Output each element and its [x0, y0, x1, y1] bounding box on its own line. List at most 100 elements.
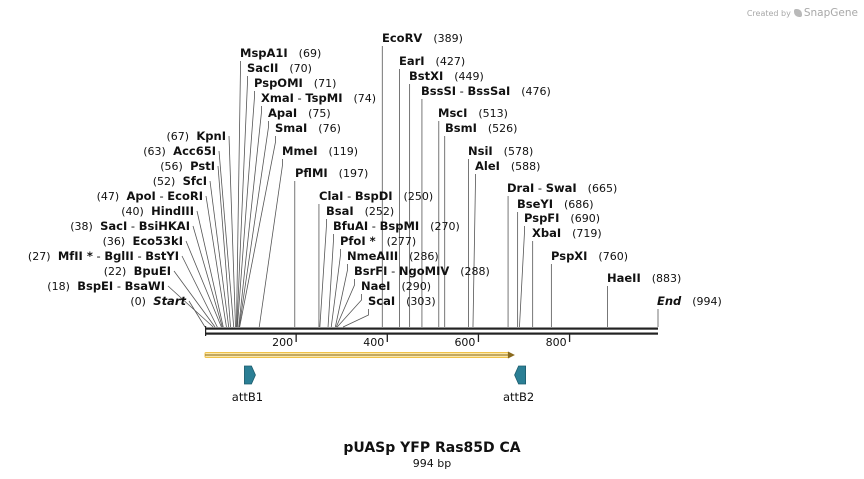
- site-position: (119): [328, 145, 358, 158]
- site-position: (578): [504, 145, 534, 158]
- enzyme-name: XmaI: [261, 91, 294, 105]
- site-position: (288): [460, 265, 490, 278]
- map-title: pUASp YFP Ras85D CA: [343, 440, 521, 456]
- site-label[interactable]: (47) ApoI - EcoRI: [97, 189, 203, 203]
- site-label[interactable]: NaeI (290): [361, 279, 431, 293]
- site-leader-line: [472, 174, 476, 328]
- site-label[interactable]: ClaI - BspDI (250): [319, 189, 433, 203]
- site-position: (994): [692, 295, 722, 308]
- site-position: (76): [318, 122, 341, 135]
- site-label[interactable]: (40) HindIII: [121, 204, 194, 218]
- site-position: (286): [409, 250, 439, 263]
- enzyme-name: KpnI: [196, 129, 226, 143]
- site-leader-line: [238, 106, 262, 328]
- site-label[interactable]: MspA1I (69): [240, 46, 321, 60]
- site-label[interactable]: XmaI - TspMI (74): [261, 91, 376, 105]
- site-label[interactable]: DraI - SwaI (665): [507, 181, 617, 195]
- site-position: (18): [47, 280, 70, 293]
- site-gap: [175, 174, 182, 188]
- site-gap: [390, 279, 401, 293]
- feature-track[interactable]: attB1 attB2: [232, 365, 534, 404]
- site-label[interactable]: (22) BpuEI: [104, 264, 171, 278]
- site-label[interactable]: BsaI (252): [326, 204, 394, 218]
- site-label[interactable]: SmaI (76): [275, 121, 341, 135]
- site-label[interactable]: PspOMI (71): [254, 76, 336, 90]
- site-label[interactable]: (38) SacI - BsiHKAI: [70, 219, 190, 233]
- site-gap: [449, 264, 460, 278]
- site-label[interactable]: (63) Acc65I: [143, 144, 216, 158]
- site-label[interactable]: EcoRV (389): [382, 31, 463, 45]
- site-label[interactable]: (67) KpnI: [166, 129, 226, 143]
- site-position: (449): [454, 70, 484, 83]
- site-label[interactable]: (56) PstI: [160, 159, 215, 173]
- site-name-separator: -: [534, 181, 545, 195]
- site-name-separator: -: [294, 91, 305, 105]
- site-gap: [189, 129, 196, 143]
- site-label[interactable]: BssSI - BssSaI (476): [421, 84, 551, 98]
- site-label[interactable]: XbaI (719): [532, 226, 602, 240]
- site-label[interactable]: MscI (513): [438, 106, 508, 120]
- enzyme-name: BsrFI: [354, 264, 387, 278]
- feature-arrow-icon[interactable]: [244, 365, 256, 385]
- enzyme-name: Start: [153, 294, 186, 308]
- site-position: (303): [406, 295, 436, 308]
- site-label[interactable]: (18) BspEI - BsaWI: [47, 279, 165, 293]
- site-label[interactable]: ApaI (75): [268, 106, 331, 120]
- site-label[interactable]: End (994): [657, 294, 722, 308]
- site-label[interactable]: PspXI (760): [551, 249, 628, 263]
- site-position: (686): [564, 198, 594, 211]
- site-label[interactable]: BsmI (526): [445, 121, 517, 135]
- site-gap: [354, 204, 365, 218]
- orf-track[interactable]: [204, 351, 515, 359]
- site-label[interactable]: BstXI (449): [409, 69, 484, 83]
- enzyme-name: EcoRV: [382, 31, 422, 45]
- site-label[interactable]: EarI (427): [399, 54, 465, 68]
- site-label[interactable]: SacII (70): [247, 61, 312, 75]
- site-position: (665): [588, 182, 618, 195]
- site-leader-line: [196, 210, 224, 328]
- site-label[interactable]: BfuAI - BspMI (270): [333, 219, 460, 233]
- site-label[interactable]: MmeI (119): [282, 144, 358, 158]
- site-gap: [477, 121, 488, 135]
- site-label[interactable]: PfoI * (277): [340, 234, 416, 248]
- enzyme-name: EarI: [399, 54, 425, 68]
- site-label[interactable]: ScaI (303): [368, 294, 436, 308]
- site-name-separator: -: [134, 249, 145, 263]
- site-position: (427): [436, 55, 466, 68]
- site-leader-line: [236, 91, 255, 328]
- site-gap: [318, 144, 329, 158]
- enzyme-name: BssSI: [421, 84, 456, 98]
- site-leader-line: [228, 135, 236, 328]
- enzyme-name: SwaI: [546, 181, 577, 195]
- site-name-separator: -: [127, 219, 138, 233]
- enzyme-name: PflMI: [295, 166, 328, 180]
- site-label[interactable]: NmeAIII (286): [347, 249, 439, 263]
- site-gap: [510, 84, 521, 98]
- site-name-separator: -: [156, 189, 167, 203]
- site-label[interactable]: PflMI (197): [295, 166, 368, 180]
- site-leader-line: [181, 255, 218, 328]
- enzyme-name: BspEI: [77, 279, 113, 293]
- site-name-separator: -: [456, 84, 467, 98]
- site-label[interactable]: (0) Start: [130, 294, 186, 308]
- site-gap: [183, 159, 190, 173]
- site-label[interactable]: HaeII (883): [607, 271, 681, 285]
- feature-arrow-icon[interactable]: [514, 365, 526, 385]
- site-label[interactable]: AleI (588): [475, 159, 540, 173]
- site-label[interactable]: (36) Eco53kI: [103, 234, 183, 248]
- site-leader-line: [334, 264, 348, 328]
- site-position: (47): [97, 190, 120, 203]
- site-label[interactable]: BsrFI - NgoMIV (288): [354, 264, 490, 278]
- site-label[interactable]: BseYI (686): [517, 197, 594, 211]
- site-label[interactable]: (27) MfII * - BglII - BstYI: [28, 249, 179, 263]
- enzyme-name: ApaI: [268, 106, 297, 120]
- site-position: (690): [570, 212, 600, 225]
- credit-prefix: Created by: [746, 9, 791, 18]
- site-gap: [467, 106, 478, 120]
- site-label[interactable]: PspFI (690): [524, 211, 600, 225]
- site-label[interactable]: NsiI (578): [468, 144, 533, 158]
- enzyme-name: EcoRI: [167, 189, 203, 203]
- enzyme-name: SacII: [247, 61, 278, 75]
- site-label[interactable]: (52) SfcI: [153, 174, 207, 188]
